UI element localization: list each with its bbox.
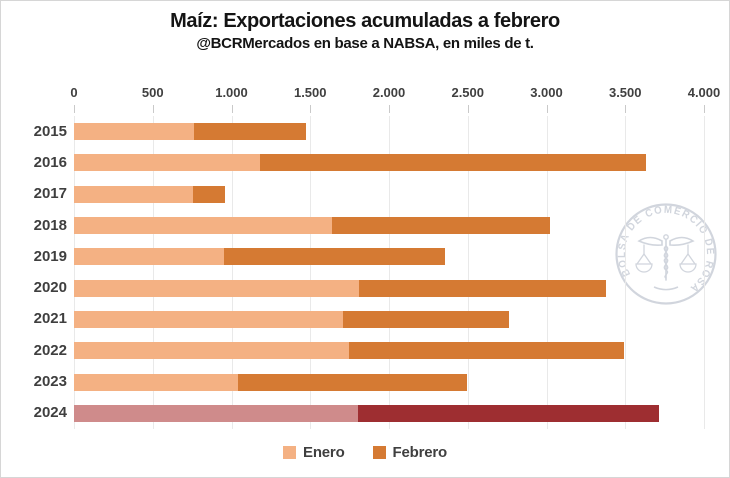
bar-segment-enero-2018 (74, 217, 333, 235)
x-axis-tick-label: 3.000 (530, 85, 563, 100)
bar-segment-enero-2016 (74, 154, 260, 172)
bar-segment-febrero-2016 (259, 154, 646, 172)
y-axis-label-2024: 2024 (33, 404, 67, 422)
bar-segment-enero-2022 (74, 342, 349, 360)
x-axis-tick-mark (389, 105, 390, 113)
bar-segment-enero-2023 (74, 373, 238, 391)
y-axis-label-2016: 2016 (33, 153, 67, 171)
bar-segment-febrero-2015 (194, 123, 307, 141)
bar-segment-febrero-2019 (223, 248, 445, 266)
legend-label-enero: Enero (303, 444, 345, 461)
bar-segment-febrero-2017 (192, 185, 226, 203)
gridline (467, 116, 469, 429)
x-axis-tick-label: 1.500 (293, 85, 327, 100)
legend-label-febrero: Febrero (392, 444, 448, 461)
y-axis-label-2015: 2015 (33, 122, 67, 140)
seal-caduceus-icon (637, 234, 695, 281)
gridline (704, 116, 705, 429)
legend-swatch-febrero (372, 446, 386, 459)
legend: Enero Febrero (1, 444, 729, 461)
chart-title: Maíz: Exportaciones acumuladas a febrero (170, 10, 560, 32)
bar-segment-febrero-2022 (348, 342, 625, 360)
legend-item-febrero: Febrero (372, 444, 448, 461)
seal-scale-left-icon (635, 244, 653, 273)
bar-segment-enero-2019 (74, 248, 224, 266)
x-axis-tick-mark (231, 105, 233, 113)
y-axis-label-2017: 2017 (33, 185, 67, 203)
bar-segment-enero-2015 (74, 123, 195, 141)
bar-segment-febrero-2018 (332, 217, 551, 235)
y-axis-label-2019: 2019 (33, 247, 67, 265)
bar-segment-febrero-2023 (237, 373, 467, 391)
bar-segment-febrero-2021 (342, 310, 509, 328)
x-axis-tick-mark (152, 105, 154, 113)
x-axis-tick-label: 2.000 (372, 85, 406, 100)
gridline (152, 116, 154, 429)
y-axis-label-2021: 2021 (33, 310, 67, 328)
gridline (625, 116, 627, 429)
gridline (546, 116, 548, 429)
bar-segment-enero-2021 (74, 310, 343, 328)
x-axis-tick-mark (467, 105, 469, 113)
x-axis-tick-label: 1.000 (215, 85, 248, 100)
gridline (231, 116, 233, 429)
x-axis-tick-mark (625, 105, 627, 113)
x-axis-tick-label: 4.000 (687, 85, 721, 100)
x-axis-tick-label: 500 (141, 85, 164, 100)
bar-segment-enero-2024 (74, 404, 358, 422)
x-axis-tick-label: 2.500 (451, 85, 485, 100)
bcr-rosario-seal-watermark: BOLSA DE COMERCIO DE ROSARIO (615, 203, 717, 305)
x-axis-tick-label: 3.500 (608, 85, 642, 100)
gridline (310, 116, 312, 429)
y-axis-label-2020: 2020 (33, 279, 67, 297)
y-axis-label-2022: 2022 (33, 341, 67, 359)
seal-outer-ring (615, 203, 717, 305)
gridline (74, 116, 75, 429)
y-axis-label-2018: 2018 (33, 216, 67, 234)
bar-segment-enero-2017 (74, 185, 193, 203)
x-axis-tick-label: 0 (70, 85, 78, 100)
seal-scale-right-icon (679, 244, 697, 273)
bar-segment-febrero-2020 (359, 279, 607, 297)
gridline (389, 116, 390, 429)
bar-segment-enero-2020 (74, 279, 360, 297)
bar-segment-febrero-2024 (357, 404, 660, 422)
x-axis-tick-mark (74, 105, 75, 113)
x-axis-tick-mark (310, 105, 312, 113)
y-axis-label-2023: 2023 (33, 373, 67, 391)
chart-subtitle: @BCRMercados en base a NABSA, en miles d… (196, 35, 534, 52)
seal-motto-line (653, 286, 679, 291)
legend-item-enero: Enero (283, 444, 345, 461)
legend-swatch-enero (283, 446, 297, 459)
x-axis-tick-mark (546, 105, 548, 113)
x-axis-tick-mark (704, 105, 705, 113)
